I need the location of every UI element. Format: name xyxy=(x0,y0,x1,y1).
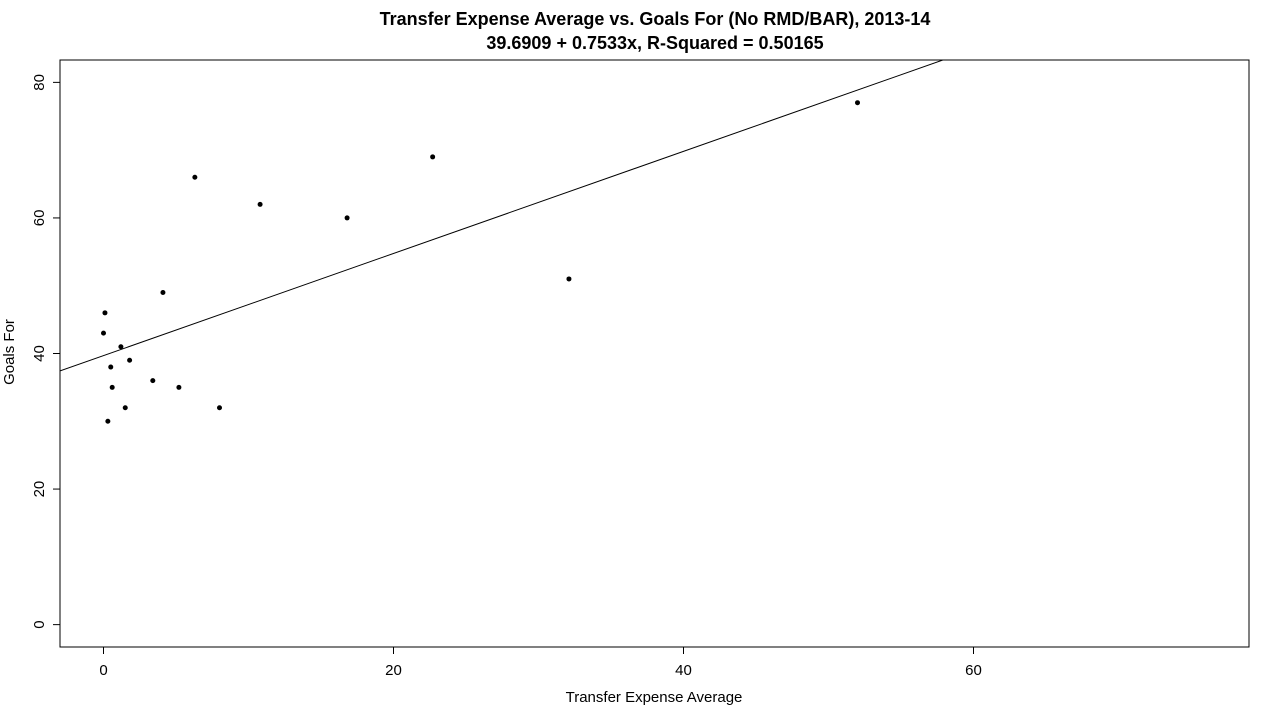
data-point xyxy=(176,384,182,390)
data-point xyxy=(105,418,111,424)
y-axis-label: Goals For xyxy=(1,319,18,385)
data-point xyxy=(118,344,124,350)
y-tick-label: 0 xyxy=(31,620,48,628)
chart-title: Transfer Expense Average vs. Goals For (… xyxy=(380,9,931,29)
x-tick-label: 20 xyxy=(385,662,402,679)
data-point xyxy=(566,276,572,282)
data-point xyxy=(192,174,198,180)
x-tick-label: 60 xyxy=(965,662,982,679)
x-tick-label: 40 xyxy=(675,662,692,679)
y-tick-label: 80 xyxy=(31,74,48,91)
data-point xyxy=(150,378,156,384)
data-point xyxy=(122,405,128,411)
plot-area: 0 20 40 60 0 20 40 60 80 xyxy=(31,59,1250,679)
x-axis-label: Transfer Expense Average xyxy=(566,689,743,706)
y-tick-label: 60 xyxy=(31,210,48,227)
y-tick-label: 20 xyxy=(31,481,48,498)
plot-frame xyxy=(59,59,1250,648)
data-point xyxy=(101,330,106,336)
data-point xyxy=(855,100,860,106)
data-point xyxy=(217,405,222,411)
data-point xyxy=(257,201,263,207)
data-point xyxy=(127,357,133,363)
data-point xyxy=(108,364,114,370)
regression-line xyxy=(60,60,945,372)
chart-subtitle: 39.6909 + 0.7533x, R-Squared = 0.50165 xyxy=(486,33,823,53)
data-point xyxy=(430,154,436,160)
y-tick-label: 40 xyxy=(31,345,48,362)
data-point xyxy=(160,289,166,295)
data-point xyxy=(102,310,108,316)
x-tick-label: 0 xyxy=(99,662,107,679)
data-point xyxy=(344,215,350,221)
data-point xyxy=(109,384,115,390)
